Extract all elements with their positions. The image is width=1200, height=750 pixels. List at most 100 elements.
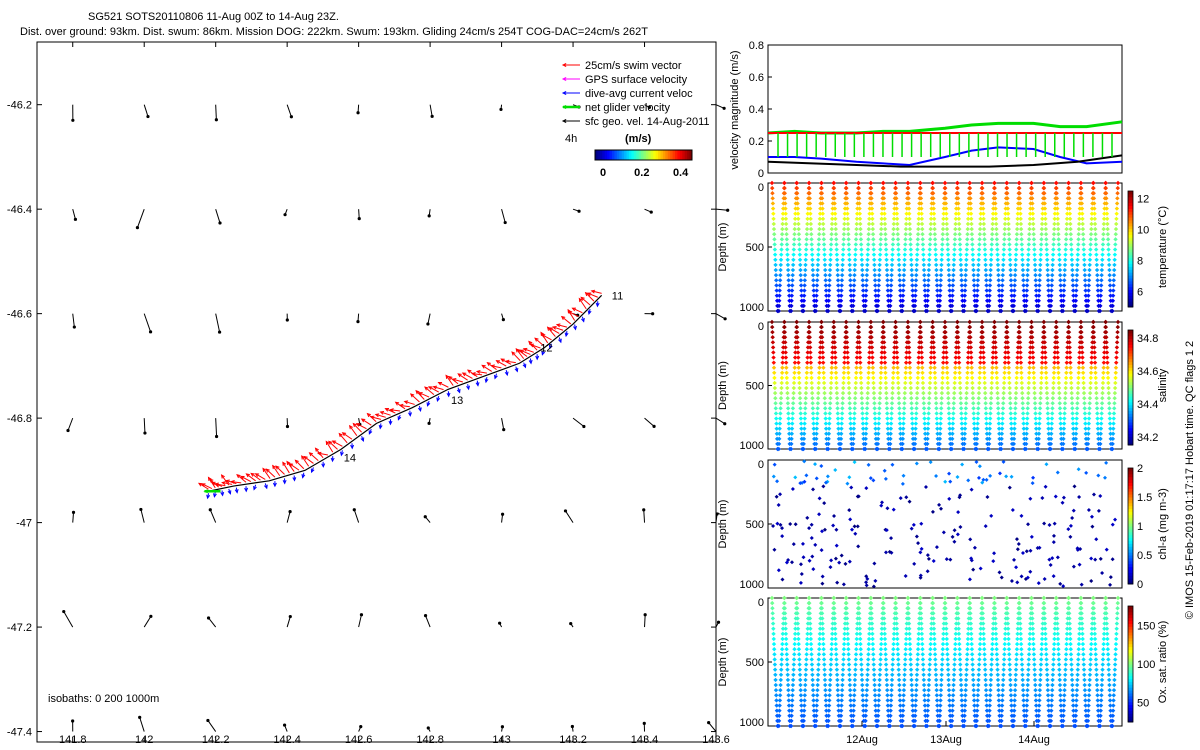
salinity-marker xyxy=(770,340,776,345)
temperature-marker xyxy=(1088,237,1094,242)
salinity-marker xyxy=(863,441,868,447)
temperature-marker xyxy=(1087,272,1092,278)
temperature-marker xyxy=(943,196,948,201)
salinity-marker xyxy=(875,441,881,447)
salinity-marker xyxy=(939,401,944,406)
temperature-marker xyxy=(852,257,858,262)
temperature-marker xyxy=(951,267,956,273)
salinity-marker xyxy=(903,365,909,370)
temperature-colorbar-cell xyxy=(1128,220,1133,224)
geo-velocity-arrow xyxy=(67,417,74,431)
map-y-tick-label: -46.6 xyxy=(7,309,32,321)
salinity-marker xyxy=(1001,380,1007,386)
temperature-marker xyxy=(958,262,964,268)
temperature-marker xyxy=(833,226,838,232)
temperature-marker xyxy=(1064,232,1069,237)
swim-vector-arrow-head xyxy=(325,440,330,446)
temperature-marker xyxy=(1106,257,1112,262)
salinity-marker xyxy=(888,431,893,436)
temperature-colorbar-tick: 10 xyxy=(1137,225,1149,237)
salinity-marker xyxy=(864,416,869,421)
salinity-marker xyxy=(776,441,782,447)
swim-vector-arrow xyxy=(338,433,348,444)
temperature-marker xyxy=(1107,283,1113,288)
salinity-marker xyxy=(810,406,816,411)
salinity-marker xyxy=(857,345,862,350)
temperature-colorbar-cell xyxy=(1128,292,1133,296)
salinity-marker xyxy=(983,401,988,406)
legend-entry-4: sfc geo. vel. 14-Aug-2011 xyxy=(585,116,710,128)
dive-avg-current-arrow-head xyxy=(595,302,600,308)
salinity-marker xyxy=(770,324,775,330)
salinity-y-tick-label: 0 xyxy=(758,321,764,333)
temperature-marker xyxy=(962,288,968,293)
temperature-marker xyxy=(832,196,837,201)
salinity-marker xyxy=(1007,380,1012,386)
swim-vector-arrow-head xyxy=(230,480,235,484)
swim-vector-arrow xyxy=(301,455,310,467)
temperature-marker xyxy=(912,308,917,314)
geo-velocity-arrow-tip xyxy=(649,210,653,214)
salinity-marker xyxy=(847,390,852,396)
velocity-series-line-3 xyxy=(767,154,1123,168)
temperature-marker xyxy=(1000,283,1005,288)
salinity-marker xyxy=(792,375,797,381)
salinity-marker xyxy=(866,360,872,365)
temperature-marker xyxy=(1079,196,1084,201)
salinity-marker xyxy=(774,421,779,426)
temperature-marker xyxy=(845,206,850,211)
salinity-marker xyxy=(957,370,962,375)
salinity-marker xyxy=(893,319,898,325)
temperature-marker xyxy=(774,293,780,298)
salinity-marker xyxy=(810,411,816,416)
chla-colorbar-cell xyxy=(1128,555,1133,559)
salinity-marker xyxy=(955,329,961,335)
salinity-marker xyxy=(943,340,949,345)
temperature-marker xyxy=(891,232,896,237)
temperature-marker xyxy=(1091,180,1096,186)
temperature-marker xyxy=(1058,278,1063,283)
legend-colorbar-tick: 0.2 xyxy=(634,167,649,179)
salinity-marker xyxy=(927,385,932,391)
salinity-marker xyxy=(1018,345,1023,350)
geo-velocity-arrow-tip xyxy=(423,515,427,519)
salinity-marker xyxy=(957,375,963,381)
temperature-marker xyxy=(1037,278,1042,283)
salinity-marker xyxy=(912,441,918,447)
geo-velocity-arrow xyxy=(708,722,717,732)
temperature-marker xyxy=(954,206,959,211)
geo-velocity-arrow xyxy=(565,510,574,523)
salinity-marker xyxy=(981,365,987,370)
salinity-colorbar-cell xyxy=(1128,427,1133,432)
salinity-marker xyxy=(965,375,970,381)
legend-colorbar-cell xyxy=(677,150,681,160)
temperature-marker xyxy=(774,278,779,283)
temperature-marker xyxy=(889,278,894,283)
swim-vector-arrow xyxy=(289,463,300,471)
map-y-tick-label: -46.2 xyxy=(7,100,32,112)
salinity-marker xyxy=(920,365,925,370)
swim-vector-arrow xyxy=(549,327,560,334)
temperature-marker xyxy=(816,247,821,252)
salinity-marker xyxy=(976,390,982,396)
temperature-marker xyxy=(916,221,921,227)
temperature-marker xyxy=(933,252,938,257)
salinity-marker xyxy=(841,370,847,375)
temperature-marker xyxy=(999,288,1005,293)
salinity-marker xyxy=(952,385,957,391)
temperature-marker xyxy=(990,216,996,222)
temperature-marker xyxy=(904,206,910,211)
salinity-marker xyxy=(1031,360,1036,365)
legend-colorbar-cell xyxy=(609,150,613,160)
temperature-marker xyxy=(1058,283,1063,288)
salinity-marker xyxy=(1015,345,1021,350)
temperature-marker xyxy=(957,237,963,242)
temperature-marker xyxy=(932,237,938,242)
temperature-marker xyxy=(773,257,778,262)
temperature-marker xyxy=(1020,262,1025,268)
temperature-marker xyxy=(790,283,795,288)
swim-vector-arrow-head xyxy=(445,374,450,379)
temperature-marker xyxy=(823,272,828,278)
temperature-marker xyxy=(901,278,906,283)
temperature-marker xyxy=(890,257,895,262)
